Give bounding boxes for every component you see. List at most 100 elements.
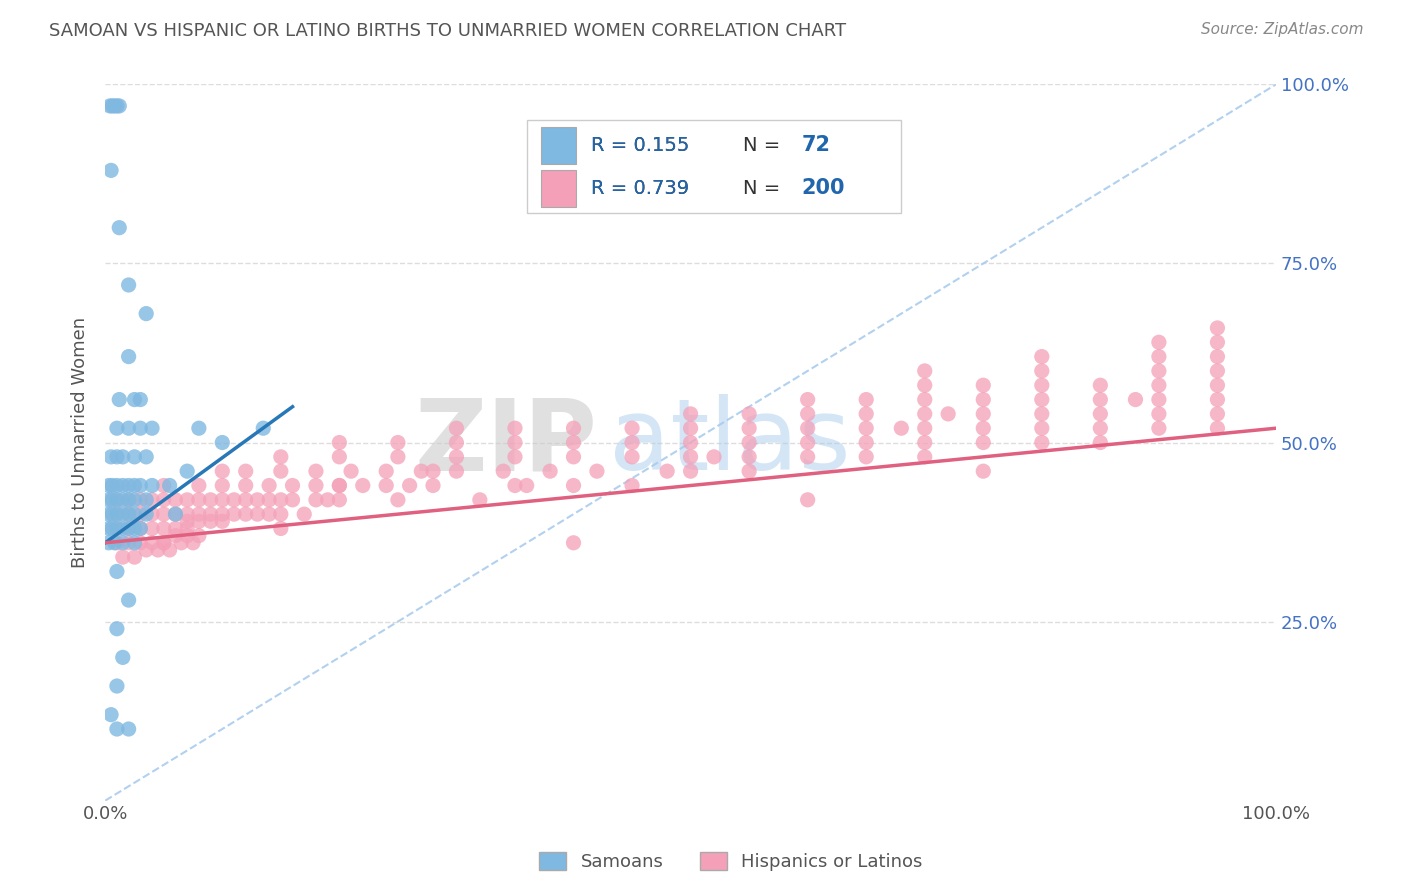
Point — [855, 435, 877, 450]
FancyBboxPatch shape — [541, 127, 576, 164]
Point — [562, 536, 585, 550]
Point — [340, 464, 363, 478]
Point — [281, 478, 304, 492]
Point — [246, 492, 269, 507]
Point — [101, 492, 124, 507]
Point — [738, 421, 761, 435]
Point — [503, 478, 526, 492]
Point — [129, 521, 152, 535]
Point — [446, 450, 468, 464]
Point — [1031, 378, 1053, 392]
Text: R = 0.739: R = 0.739 — [591, 178, 689, 198]
Point — [111, 507, 134, 521]
Point — [117, 593, 139, 607]
Point — [101, 99, 124, 113]
Point — [117, 478, 139, 492]
Point — [235, 464, 257, 478]
Point — [141, 536, 163, 550]
Point — [124, 478, 146, 492]
Point — [105, 492, 128, 507]
Point — [270, 507, 292, 521]
Point — [105, 507, 128, 521]
Point — [855, 392, 877, 407]
Point — [176, 521, 198, 535]
Point — [187, 478, 209, 492]
Point — [105, 565, 128, 579]
Point — [117, 521, 139, 535]
Point — [117, 507, 139, 521]
Point — [387, 492, 409, 507]
Point — [387, 435, 409, 450]
Point — [159, 543, 181, 558]
Point — [562, 421, 585, 435]
Point — [101, 507, 124, 521]
Point — [679, 407, 702, 421]
Y-axis label: Births to Unmarried Women: Births to Unmarried Women — [72, 317, 89, 568]
Point — [200, 507, 222, 521]
Point — [246, 507, 269, 521]
Point — [97, 507, 120, 521]
Point — [146, 543, 169, 558]
Point — [1147, 364, 1170, 378]
Point — [411, 464, 433, 478]
Point — [105, 99, 128, 113]
Point — [621, 435, 644, 450]
Point — [129, 536, 152, 550]
Point — [738, 450, 761, 464]
Point — [108, 99, 131, 113]
Point — [352, 478, 374, 492]
Point — [141, 521, 163, 535]
Text: R = 0.155: R = 0.155 — [591, 136, 689, 155]
Point — [503, 450, 526, 464]
Point — [97, 492, 120, 507]
Point — [914, 421, 936, 435]
Point — [972, 421, 994, 435]
Text: 72: 72 — [801, 136, 831, 155]
Point — [855, 450, 877, 464]
Point — [621, 478, 644, 492]
Point — [1031, 421, 1053, 435]
Point — [124, 392, 146, 407]
Point — [1031, 407, 1053, 421]
Point — [135, 543, 157, 558]
Point — [129, 507, 152, 521]
Point — [1125, 392, 1147, 407]
Point — [100, 450, 122, 464]
Point — [117, 521, 139, 535]
Point — [111, 450, 134, 464]
Point — [503, 435, 526, 450]
Point — [562, 478, 585, 492]
Text: 200: 200 — [801, 178, 845, 198]
Point — [914, 450, 936, 464]
Point — [111, 550, 134, 565]
Point — [124, 550, 146, 565]
Point — [1147, 350, 1170, 364]
Point — [105, 622, 128, 636]
Point — [328, 435, 350, 450]
Point — [446, 464, 468, 478]
Point — [117, 507, 139, 521]
Point — [562, 450, 585, 464]
Point — [422, 478, 444, 492]
Point — [108, 220, 131, 235]
Point — [1147, 421, 1170, 435]
Point — [135, 492, 157, 507]
Point — [328, 478, 350, 492]
Point — [97, 521, 120, 535]
Point — [281, 492, 304, 507]
Point — [503, 421, 526, 435]
Point — [135, 450, 157, 464]
Point — [1031, 435, 1053, 450]
Point — [305, 464, 328, 478]
Point — [211, 464, 233, 478]
Point — [738, 464, 761, 478]
Point — [117, 421, 139, 435]
Point — [152, 536, 174, 550]
Point — [103, 536, 125, 550]
Point — [1206, 364, 1229, 378]
Point — [328, 478, 350, 492]
Point — [129, 492, 152, 507]
Text: R = 0.739: R = 0.739 — [591, 178, 689, 198]
Point — [117, 536, 139, 550]
Point — [679, 421, 702, 435]
